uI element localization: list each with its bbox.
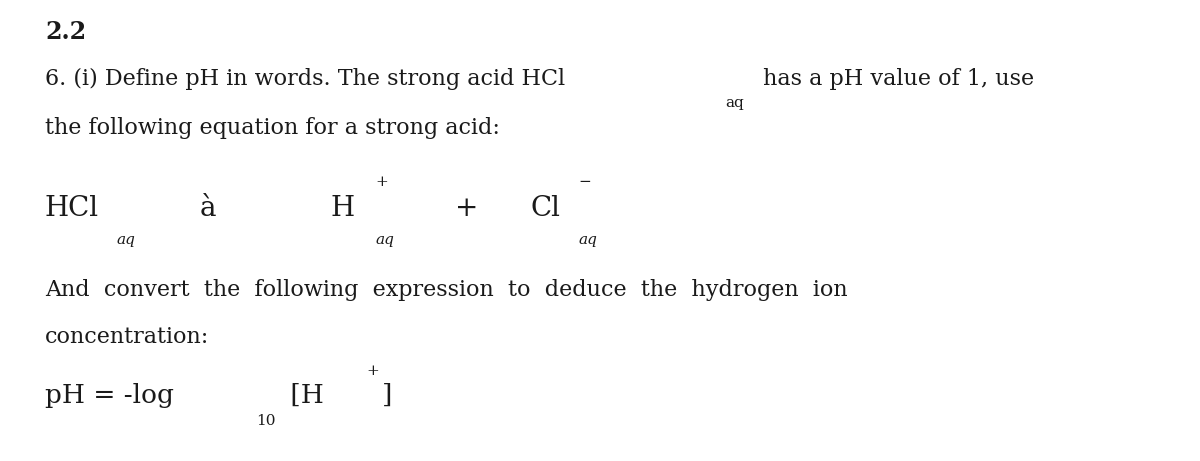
Text: aq: aq	[116, 233, 134, 247]
Text: +: +	[366, 364, 379, 378]
Text: aq: aq	[374, 233, 394, 247]
Text: the following equation for a strong acid:: the following equation for a strong acid…	[46, 117, 500, 139]
Text: 6. (i) Define pH in words. The strong acid HCl: 6. (i) Define pH in words. The strong ac…	[46, 68, 565, 90]
Text: −: −	[578, 175, 590, 189]
Text: concentration:: concentration:	[46, 326, 209, 348]
Text: ]: ]	[382, 383, 392, 408]
Text: à: à	[200, 195, 216, 222]
Text: 2.2: 2.2	[46, 20, 86, 44]
Text: aq: aq	[726, 96, 744, 110]
Text: +: +	[455, 195, 479, 222]
Text: has a pH value of 1, use: has a pH value of 1, use	[756, 68, 1034, 90]
Text: +: +	[374, 175, 388, 189]
Text: aq: aq	[578, 233, 596, 247]
Text: HCl: HCl	[46, 195, 100, 222]
Text: And  convert  the  following  expression  to  deduce  the  hydrogen  ion: And convert the following expression to …	[46, 279, 847, 301]
Text: Cl: Cl	[530, 195, 560, 222]
Text: pH = -log: pH = -log	[46, 383, 174, 408]
Text: H: H	[330, 195, 354, 222]
Text: [H: [H	[282, 383, 324, 408]
Text: 10: 10	[256, 414, 276, 428]
